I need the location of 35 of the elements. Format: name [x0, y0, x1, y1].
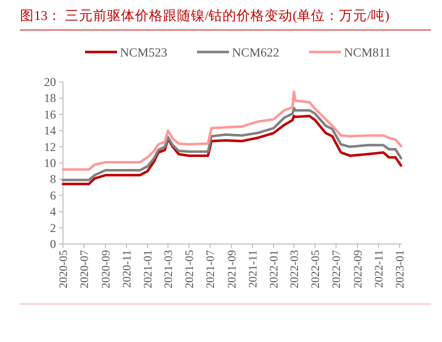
- x-tick-label: 2021-01: [142, 250, 155, 288]
- y-tick-label: 20: [44, 75, 56, 89]
- x-tick-label: 2021-05: [184, 250, 196, 288]
- y-tick-label: 4: [50, 204, 56, 219]
- x-tick-label: 2022-03: [288, 250, 301, 288]
- x-tick-label: 2020-11: [122, 250, 134, 288]
- legend-label: NCM523: [120, 46, 168, 60]
- y-tick-label: 0: [50, 237, 56, 251]
- chart-title: 图13： 三元前驱体价格跟随镍/钴的价格变动(单位：万元/吨): [20, 8, 390, 23]
- x-tick-label: 2022-01: [268, 250, 281, 288]
- y-tick-label: 16: [44, 107, 56, 122]
- line-series: [62, 114, 402, 186]
- x-tick-label: 2020-05: [58, 250, 70, 288]
- x-tick-label: 2020-09: [100, 250, 112, 288]
- y-tick-label: 2: [50, 220, 56, 235]
- x-tick-label: 2022-11: [374, 250, 386, 288]
- x-tick-label: 2021-11: [248, 250, 260, 288]
- x-tick-label: 2022-07: [331, 250, 344, 288]
- x-tick-label: 2021-09: [226, 250, 238, 288]
- y-tick-label: 8: [50, 172, 56, 186]
- x-tick-label: 2021-07: [205, 250, 218, 288]
- x-tick-label: 2022-05: [310, 250, 322, 288]
- x-tick-label: 2020-07: [79, 250, 92, 288]
- line-series: [62, 90, 402, 171]
- x-tick-label: 2023-01: [394, 250, 407, 288]
- legend-label: NCM811: [344, 46, 391, 60]
- legend-label: NCM622: [232, 46, 280, 60]
- x-tick-label: 2022-09: [352, 250, 364, 288]
- y-tick-label: 10: [44, 156, 56, 170]
- x-tick-label: 2021-03: [162, 250, 175, 288]
- y-tick-label: 18: [44, 91, 56, 106]
- y-tick-label: 12: [44, 140, 56, 154]
- line-series: [62, 106, 402, 182]
- y-tick-label: 6: [50, 188, 56, 202]
- y-tick-label: 14: [44, 124, 56, 138]
